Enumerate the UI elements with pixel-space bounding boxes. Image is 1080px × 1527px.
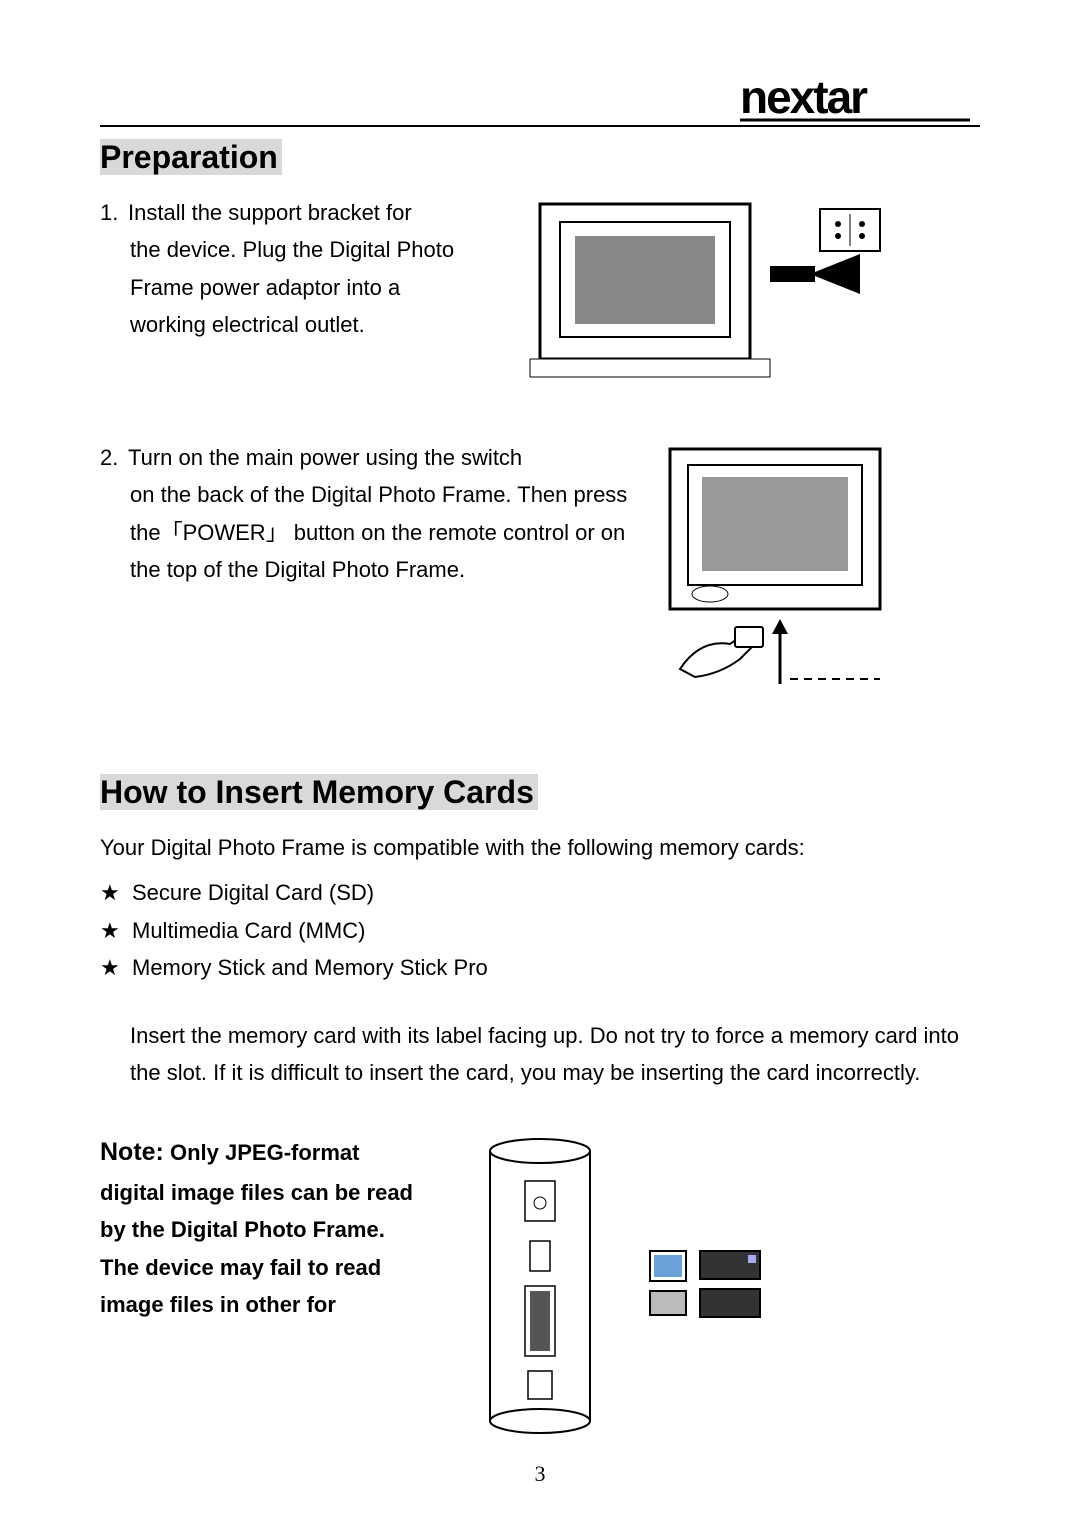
section-memory-title: How to Insert Memory Cards xyxy=(100,774,538,810)
step-2-number: 2. xyxy=(100,439,128,476)
list-item: Multimedia Card (MMC) xyxy=(100,912,980,949)
section-preparation-title-wrap: Preparation xyxy=(100,139,980,176)
figure-bracket-install xyxy=(520,194,920,389)
note-label: Note: xyxy=(100,1138,164,1166)
brand-logo: nextar xyxy=(740,75,980,128)
step-1-body: the device. Plug the Digital Photo Frame… xyxy=(130,231,480,343)
section-preparation-title: Preparation xyxy=(100,139,282,175)
list-item: Secure Digital Card (SD) xyxy=(100,874,980,911)
section-memory-cards: How to Insert Memory Cards Your Digital … xyxy=(100,774,980,1456)
step-1-number: 1. xyxy=(100,194,128,231)
step-1-text: 1.Install the support bracket for the de… xyxy=(100,194,480,344)
memory-intro: Your Digital Photo Frame is compatible w… xyxy=(100,829,980,866)
insert-instructions: Insert the memory card with its label fa… xyxy=(130,1017,980,1092)
figure-power-on xyxy=(640,439,900,704)
step-2-body: on the back of the Digital Photo Frame. … xyxy=(130,476,630,588)
note-row: Note: Only JPEG-format digital image fil… xyxy=(100,1131,980,1456)
list-item: Memory Stick and Memory Stick Pro xyxy=(100,949,980,986)
figure-card-slot xyxy=(480,1131,800,1456)
memory-card-list: Secure Digital Card (SD) Multimedia Card… xyxy=(100,874,980,986)
note-body: Only JPEG-format digital image files can… xyxy=(100,1140,413,1317)
page-number: 3 xyxy=(535,1461,546,1487)
note-text: Note: Only JPEG-format digital image fil… xyxy=(100,1131,420,1323)
step-2-row: 2.Turn on the main power using the switc… xyxy=(100,439,980,704)
svg-text:nextar: nextar xyxy=(740,75,868,123)
section-memory-title-wrap: How to Insert Memory Cards xyxy=(100,774,980,811)
step-2-text: 2.Turn on the main power using the switc… xyxy=(100,439,630,589)
step-1-row: 1.Install the support bracket for the de… xyxy=(100,194,980,389)
